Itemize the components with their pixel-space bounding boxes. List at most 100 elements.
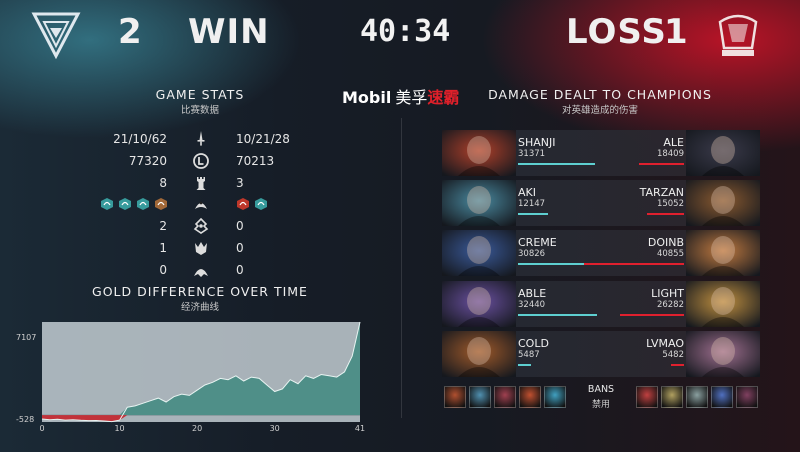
right-player-damage: 40855 xyxy=(656,249,684,259)
left-damage-bar xyxy=(518,163,595,165)
sponsor-logo: Mobil 美孚速霸 xyxy=(342,84,459,108)
x-tick-label: 0 xyxy=(39,424,44,433)
baron-icon xyxy=(195,242,207,255)
x-tick-label: 30 xyxy=(270,424,280,433)
right-damage-bar xyxy=(638,163,684,165)
left-damage-bar xyxy=(518,263,594,265)
banned-champion-icon xyxy=(469,386,491,408)
right-player-name: ALE xyxy=(663,136,684,149)
right-player-damage: 26282 xyxy=(656,300,684,310)
stats-left-value: 8 xyxy=(159,176,167,190)
bans-label: BANS xyxy=(587,384,615,395)
champion-portrait xyxy=(442,180,516,226)
dragon-icon xyxy=(195,201,207,209)
sponsor-text-b: 速霸 xyxy=(427,88,460,107)
damage-title: DAMAGE DEALT TO CHAMPIONS xyxy=(488,87,712,102)
left-player-name: AKI xyxy=(518,186,536,199)
stats-left-value: 1 xyxy=(159,241,167,255)
champion-portrait xyxy=(442,130,516,176)
x-tick-label: 41 xyxy=(355,424,365,433)
damage-row: ABLE 32440 LIGHT 26282 xyxy=(442,281,760,327)
game-clock: 40:34 xyxy=(360,14,451,49)
stats-row xyxy=(40,195,370,213)
champion-portrait xyxy=(686,331,760,377)
stats-right-value: 10/21/28 xyxy=(236,132,290,146)
y-tick-label: -528 xyxy=(16,415,34,424)
sword-icon xyxy=(197,131,205,146)
sponsor-text-a: 美孚 xyxy=(395,88,428,107)
sponsor-brand: Mobil xyxy=(342,88,392,107)
game-stats-subtitle: 比赛数据 xyxy=(180,105,219,116)
right-damage-bar xyxy=(619,314,684,316)
left-team-result: WIN xyxy=(188,12,270,52)
right-player-name: TARZAN xyxy=(639,186,684,199)
left-player-damage: 30826 xyxy=(518,249,546,259)
stats-right-value: 70213 xyxy=(236,154,275,168)
champion-portrait xyxy=(442,230,516,276)
stats-right-value: 0 xyxy=(236,263,244,277)
gold-diff-subtitle: 经济曲线 xyxy=(180,302,219,313)
y-tick-label: 7107 xyxy=(16,333,36,342)
right-team-result: LOSS xyxy=(566,12,667,52)
dragon-soul-icon xyxy=(155,198,167,210)
bans-subtitle: 禁用 xyxy=(591,400,610,410)
champion-portrait xyxy=(686,130,760,176)
right-player-damage: 18409 xyxy=(656,149,684,159)
champion-portrait xyxy=(686,230,760,276)
right-player-damage: 5482 xyxy=(662,350,684,360)
stats-right-value: 0 xyxy=(236,241,244,255)
damage-subtitle: 对英雄造成的伤害 xyxy=(561,105,638,116)
right-damage-bar xyxy=(584,263,684,265)
elder-dragon-icon xyxy=(194,269,208,277)
right-damage-bar xyxy=(670,364,684,366)
left-team-score: 2 xyxy=(118,12,143,52)
dragon-soul-icon xyxy=(137,198,149,210)
stats-left-value: 0 xyxy=(159,263,167,277)
banned-champion-icon xyxy=(544,386,566,408)
left-player-damage: 32440 xyxy=(518,300,546,310)
damage-row: COLD 5487 LVMAO 5482 xyxy=(442,331,760,377)
damage-row: AKI 12147 TARZAN 15052 xyxy=(442,180,760,226)
x-tick-label: 10 xyxy=(114,424,124,433)
stats-left-value: 77320 xyxy=(128,154,167,168)
banned-champion-icon xyxy=(736,386,758,408)
left-damage-bar xyxy=(518,364,532,366)
stats-row: 21/10/62 10/21/28 xyxy=(40,130,370,148)
champion-portrait xyxy=(686,281,760,327)
stats-right-value: 3 xyxy=(236,176,244,190)
left-player-name: CREME xyxy=(518,236,557,249)
banned-champion-icon xyxy=(686,386,708,408)
banned-champion-icon xyxy=(636,386,658,408)
left-damage-bar xyxy=(518,314,598,316)
dragon-soul-icon xyxy=(237,198,249,210)
banned-champion-icon xyxy=(661,386,683,408)
herald-icon xyxy=(193,217,209,234)
right-player-name: LIGHT xyxy=(651,287,684,300)
right-team-score: 1 xyxy=(664,12,689,52)
right-player-name: DOINB xyxy=(647,236,684,249)
dragon-soul-icon xyxy=(101,198,113,210)
tes-logo-icon xyxy=(31,12,81,60)
champion-portrait xyxy=(442,331,516,377)
damage-row: CREME 30826 DOINB 40855 xyxy=(442,230,760,276)
gold-diff-title: GOLD DIFFERENCE OVER TIME xyxy=(92,284,308,299)
stats-left-value: 2 xyxy=(159,219,167,233)
scoreboard-header: 2 WIN 40:34 LOSS 1 xyxy=(0,0,800,82)
game-stats-title: GAME STATS xyxy=(155,87,245,102)
x-tick-label: 20 xyxy=(192,424,202,433)
gold-icon xyxy=(193,153,209,169)
champion-portrait xyxy=(442,281,516,327)
banned-champion-icon xyxy=(444,386,466,408)
bans-row: BANS 禁用 xyxy=(442,382,760,412)
tower-icon xyxy=(196,177,206,190)
gold-positive-area xyxy=(42,322,360,416)
champion-portrait xyxy=(686,180,760,226)
banned-champion-icon xyxy=(711,386,733,408)
left-player-name: ABLE xyxy=(518,287,547,300)
left-player-damage: 31371 xyxy=(518,149,546,159)
